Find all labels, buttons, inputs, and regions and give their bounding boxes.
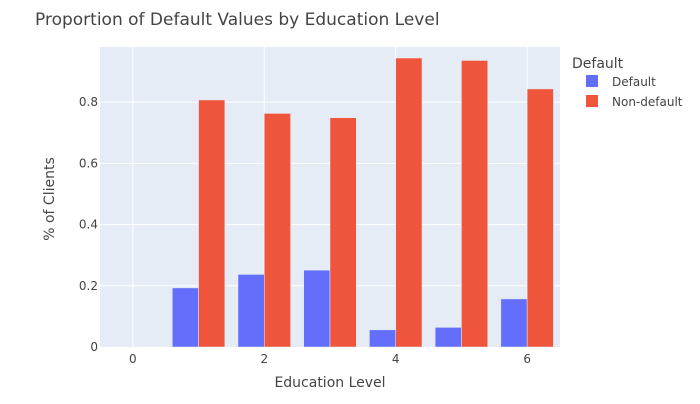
x-axis-ticks: 0 2 4 6 (129, 352, 531, 366)
y-tick-label: 0.4 (79, 218, 98, 232)
y-tick-label: 0 (90, 340, 98, 354)
legend: Default Default Non-default (572, 56, 683, 109)
y-tick-label: 0.8 (79, 95, 98, 109)
x-tick-label: 4 (392, 352, 400, 366)
bar-non-default[interactable] (461, 60, 488, 348)
legend-item-default[interactable]: Default (586, 75, 656, 89)
bar-non-default[interactable] (329, 117, 357, 348)
bar-default[interactable] (500, 298, 528, 348)
y-axis-title: % of Clients (42, 157, 58, 241)
chart-title: Proportion of Default Values by Educatio… (35, 10, 440, 30)
x-tick-label: 0 (129, 352, 137, 366)
x-tick-label: 6 (523, 352, 531, 366)
bar-default[interactable] (369, 329, 396, 348)
bars (172, 57, 554, 348)
legend-label-default: Default (612, 75, 656, 89)
bar-default[interactable] (172, 287, 199, 348)
legend-swatch-default (586, 75, 598, 87)
legend-label-non-default: Non-default (612, 95, 683, 109)
bar-default[interactable] (237, 274, 265, 348)
bar-non-default[interactable] (198, 99, 226, 348)
y-tick-label: 0.2 (79, 279, 98, 293)
legend-title: Default (572, 56, 624, 72)
legend-item-non-default[interactable]: Non-default (586, 95, 683, 109)
y-axis-ticks: 0 0.2 0.4 0.6 0.8 (79, 95, 98, 354)
bar-non-default[interactable] (264, 113, 291, 348)
bar-default[interactable] (434, 327, 462, 348)
legend-swatch-non-default (586, 95, 598, 107)
y-tick-label: 0.6 (79, 156, 98, 170)
bar-non-default[interactable] (526, 88, 554, 348)
bar-default[interactable] (303, 269, 331, 348)
x-axis-title: Education Level (274, 375, 385, 391)
bar-non-default[interactable] (395, 57, 423, 348)
x-tick-label: 2 (260, 352, 268, 366)
